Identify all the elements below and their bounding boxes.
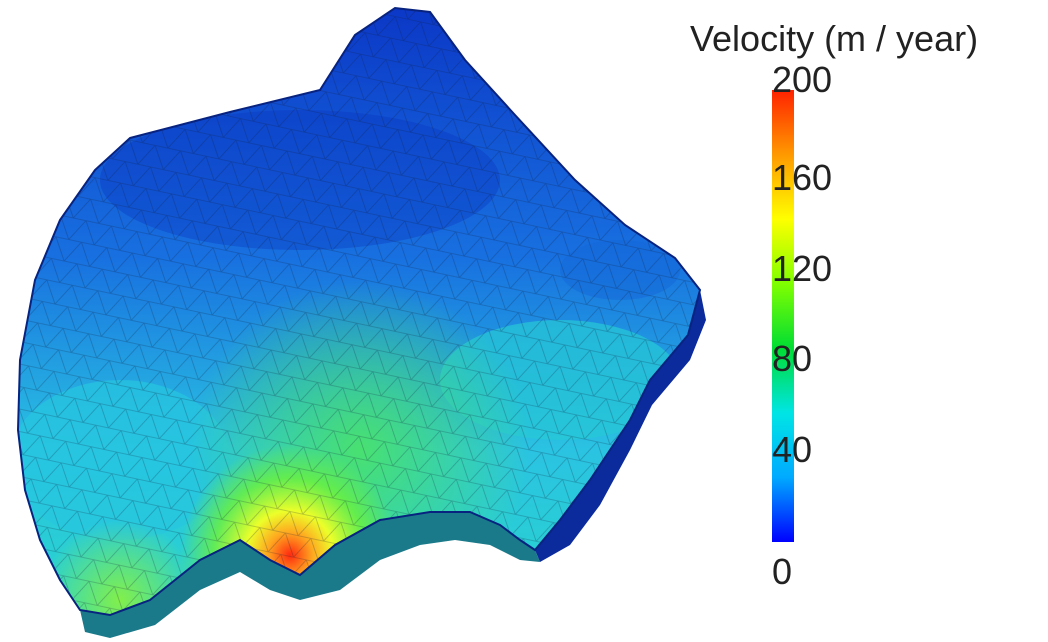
- colorbar-tick-label: 40: [772, 428, 813, 470]
- colorbar-tick-label: 200: [772, 59, 833, 100]
- colorbar-tick-label: 160: [772, 157, 833, 199]
- ice-sheet-side-wall: [535, 290, 706, 562]
- colorbar-tick-label: 0: [772, 551, 793, 592]
- ice-sheet-front-wall: [80, 512, 540, 638]
- colorbar-title: Velocity (m / year): [690, 18, 979, 59]
- colorbar-tick-label: 80: [772, 338, 813, 380]
- colorbar-tick-label: 120: [772, 247, 833, 289]
- colorbar: [772, 90, 794, 542]
